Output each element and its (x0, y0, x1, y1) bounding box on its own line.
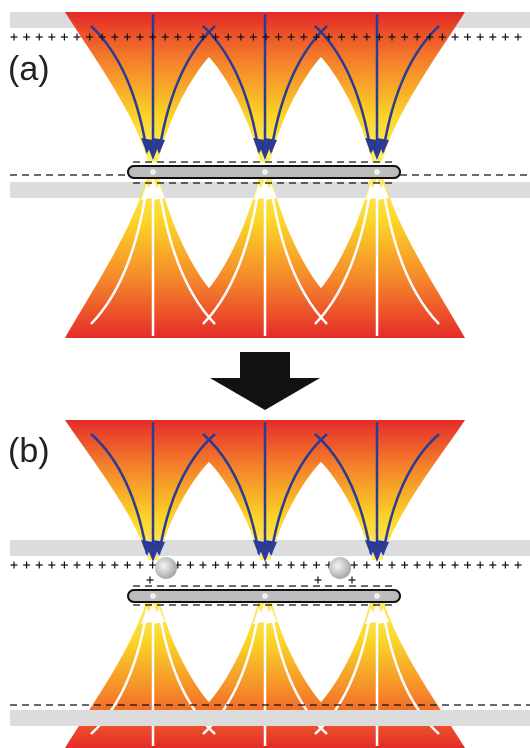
positive-charge (111, 562, 118, 569)
positive-charge (61, 34, 68, 41)
positive-charge (452, 34, 459, 41)
positive-charge (137, 562, 144, 569)
page: (a) (b) (() => { const data = JSON.parse… (0, 0, 530, 748)
positive-charge (74, 34, 81, 41)
positive-charge (11, 562, 18, 569)
positive-charge (124, 562, 131, 569)
positive-charge (200, 562, 207, 569)
positive-charge (237, 562, 244, 569)
positive-charge (300, 562, 307, 569)
positive-charge (61, 562, 68, 569)
positive-charge (464, 34, 471, 41)
panel-label: (b) (8, 432, 50, 470)
positive-charge (477, 34, 484, 41)
positive-charge (439, 562, 446, 569)
positive-charge (489, 34, 496, 41)
positive-charge (275, 562, 282, 569)
positive-charge (11, 34, 18, 41)
positive-charge (452, 562, 459, 569)
positive-charge (502, 562, 509, 569)
positive-charge (48, 562, 55, 569)
positive-charge (426, 562, 433, 569)
positive-charge (147, 577, 154, 584)
positive-charge (477, 562, 484, 569)
positive-charge (376, 562, 383, 569)
positive-charge (36, 34, 43, 41)
positive-charge (250, 562, 257, 569)
positive-charge (48, 34, 55, 41)
positive-charge (23, 34, 30, 41)
positive-charge (502, 34, 509, 41)
positive-charge (464, 562, 471, 569)
hot-spot (150, 169, 156, 175)
hot-spot (262, 169, 268, 175)
positive-charge (515, 34, 522, 41)
positive-charge (349, 577, 356, 584)
transition-arrow (210, 352, 320, 410)
positive-charge (351, 562, 358, 569)
positive-charge (515, 562, 522, 569)
particle (329, 557, 351, 579)
positive-charge (86, 562, 93, 569)
positive-charge (315, 577, 322, 584)
positive-charge (263, 562, 270, 569)
positive-charge (74, 562, 81, 569)
positive-charge (23, 562, 30, 569)
panel-label: (a) (8, 50, 50, 88)
diagram: (a) (b) (0, 0, 530, 748)
positive-charge (288, 562, 295, 569)
positive-charge (187, 562, 194, 569)
hot-spot (374, 169, 380, 175)
positive-charge (313, 562, 320, 569)
electrode-band (10, 710, 530, 726)
positive-charge (225, 562, 232, 569)
hot-spot (150, 593, 156, 599)
hot-spot (262, 593, 268, 599)
positive-charge (36, 562, 43, 569)
positive-charge (212, 562, 219, 569)
hot-spot (374, 593, 380, 599)
positive-charge (363, 562, 370, 569)
positive-charge (389, 562, 396, 569)
particle (155, 557, 177, 579)
positive-charge (414, 562, 421, 569)
positive-charge (489, 562, 496, 569)
positive-charge (401, 562, 408, 569)
positive-charge (99, 562, 106, 569)
